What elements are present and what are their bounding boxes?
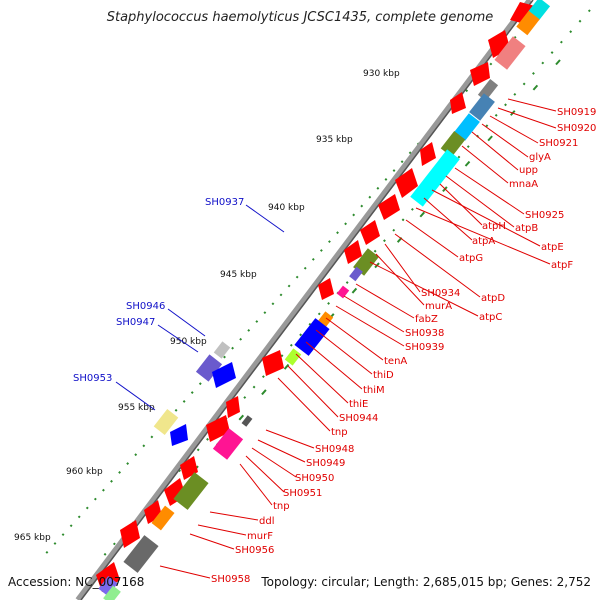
gene-label: SH0948 [315, 444, 354, 455]
accession-label: Accession: NC_007168 [8, 575, 145, 589]
reverse-leader-lines [115, 204, 285, 411]
gene-label: SH0956 [235, 545, 274, 556]
gene-label: atpA [472, 236, 495, 247]
kbp-ticks: 930 kbp 935 kbp 940 kbp 945 kbp 950 kbp … [14, 69, 400, 543]
kbp-tick: 955 kbp [118, 403, 155, 413]
gene-label: murA [425, 301, 452, 312]
gene-label: atpH [482, 221, 506, 232]
gene-label: SH0958 [211, 574, 250, 585]
gene-label: mnaA [509, 179, 538, 190]
reverse-gene-labels: SH0937 SH0946 SH0947 SH0953 [73, 197, 244, 384]
gene-label: SH0950 [295, 473, 334, 484]
kbp-tick: 935 kbp [316, 135, 353, 145]
gene-label: fabZ [415, 314, 438, 325]
gene-label: thiE [349, 399, 368, 410]
gene-label: glyA [529, 152, 551, 163]
genome-summary: Topology: circular; Length: 2,685,015 bp… [261, 575, 591, 589]
gene-label: ddl [259, 516, 274, 527]
gene-label: thiM [363, 385, 385, 396]
gene-label: SH0938 [405, 328, 444, 339]
gene-label: SH0951 [283, 488, 322, 499]
gene-label: SH0919 [557, 107, 596, 118]
gene-label: atpC [479, 312, 502, 323]
gene-label: tnp [331, 427, 348, 438]
kbp-tick: 950 kbp [170, 337, 207, 347]
gene-label: atpB [515, 223, 538, 234]
gene-label: atpF [551, 260, 573, 271]
kbp-tick: 965 kbp [14, 533, 51, 543]
kbp-tick: 960 kbp [66, 467, 103, 477]
forward-gene-labels: SH0919 SH0920 SH0921 glyA upp mnaA SH092… [211, 107, 596, 585]
gene-label: SH0937 [205, 197, 244, 208]
gene-label: atpD [481, 293, 505, 304]
gene-label: atpE [541, 242, 564, 253]
kbp-tick: 930 kbp [363, 69, 400, 79]
gene-label: SH0953 [73, 373, 112, 384]
genome-title: Staphylococcus haemolyticus JCSC1435, co… [106, 10, 494, 25]
gene-features[interactable] [96, 0, 551, 600]
gene-label: SH0939 [405, 342, 444, 353]
gene-label: thiD [373, 370, 394, 381]
gene-label: upp [519, 165, 538, 176]
forward-leader-lines [159, 98, 557, 579]
gene-label: murF [247, 531, 273, 542]
gene-label: tnp [273, 501, 290, 512]
gene-label: SH0920 [557, 123, 596, 134]
gene-label: SH0949 [306, 458, 345, 469]
gene-label: SH0921 [539, 138, 578, 149]
gene-label: SH0947 [116, 317, 155, 328]
gene-label: SH0934 [421, 288, 460, 299]
kbp-tick: 945 kbp [220, 270, 257, 280]
gene-label: tenA [384, 356, 407, 367]
gene-label: SH0925 [525, 210, 564, 221]
gene-label: atpG [459, 253, 483, 264]
kbp-tick: 940 kbp [268, 203, 305, 213]
gene-label: SH0946 [126, 301, 165, 312]
gene-label: SH0944 [339, 413, 378, 424]
